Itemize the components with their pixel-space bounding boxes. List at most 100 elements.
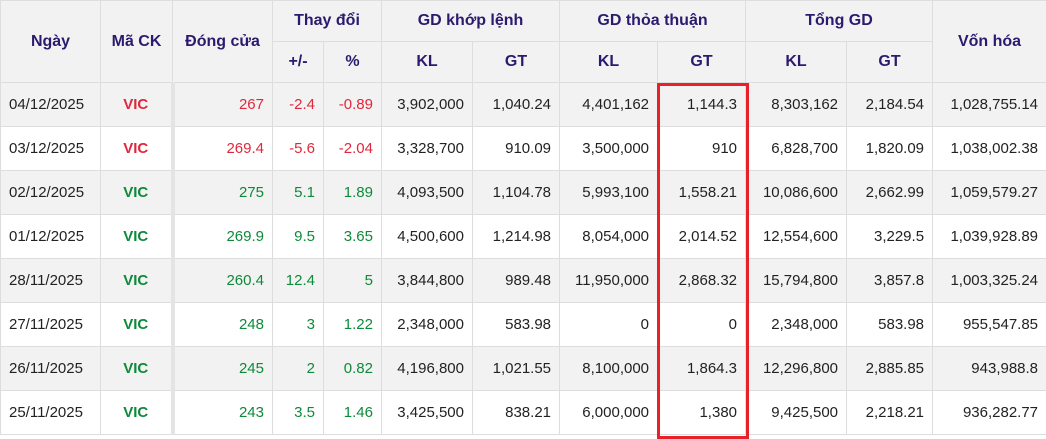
negotiated-kl-cell: 0	[560, 303, 658, 347]
negotiated-kl-cell: 3,500,000	[560, 127, 658, 171]
close-cell: 245	[173, 347, 273, 391]
header-negotiated-kl[interactable]: KL	[560, 42, 658, 83]
negotiated-gt-cell: 910	[658, 127, 746, 171]
change-cell: -2.4	[273, 83, 324, 127]
change-cell: 5.1	[273, 171, 324, 215]
symbol-cell[interactable]: VIC	[101, 127, 173, 171]
negotiated-kl-cell: 8,054,000	[560, 215, 658, 259]
total-kl-cell: 9,425,500	[746, 391, 847, 435]
date-cell: 28/11/2025	[1, 259, 101, 303]
symbol-cell[interactable]: VIC	[101, 303, 173, 347]
negotiated-gt-cell: 1,558.21	[658, 171, 746, 215]
header-negotiated: GD thỏa thuận	[560, 1, 746, 42]
change-pct-cell: 3.65	[324, 215, 382, 259]
header-matched-kl[interactable]: KL	[382, 42, 473, 83]
matched-kl-cell: 4,196,800	[382, 347, 473, 391]
date-cell: 02/12/2025	[1, 171, 101, 215]
symbol-cell[interactable]: VIC	[101, 259, 173, 303]
header-negotiated-gt[interactable]: GT	[658, 42, 746, 83]
header-change-pct[interactable]: %	[324, 42, 382, 83]
total-gt-cell: 583.98	[847, 303, 933, 347]
header-close[interactable]: Đóng cửa	[173, 1, 273, 83]
negotiated-kl-cell: 6,000,000	[560, 391, 658, 435]
negotiated-gt-cell: 0	[658, 303, 746, 347]
change-pct-cell: 0.82	[324, 347, 382, 391]
negotiated-kl-cell: 4,401,162	[560, 83, 658, 127]
market-cap-cell: 955,547.85	[933, 303, 1046, 347]
matched-gt-cell: 989.48	[473, 259, 560, 303]
matched-gt-cell: 1,214.98	[473, 215, 560, 259]
header-matched: GD khớp lệnh	[382, 1, 560, 42]
symbol-cell[interactable]: VIC	[101, 215, 173, 259]
total-kl-cell: 2,348,000	[746, 303, 847, 347]
symbol-cell[interactable]: VIC	[101, 83, 173, 127]
change-cell: 2	[273, 347, 324, 391]
close-cell: 269.9	[173, 215, 273, 259]
matched-kl-cell: 4,093,500	[382, 171, 473, 215]
symbol-cell[interactable]: VIC	[101, 347, 173, 391]
matched-kl-cell: 3,902,000	[382, 83, 473, 127]
change-pct-cell: 1.46	[324, 391, 382, 435]
matched-gt-cell: 1,040.24	[473, 83, 560, 127]
close-cell: 248	[173, 303, 273, 347]
change-cell: 3	[273, 303, 324, 347]
date-cell: 26/11/2025	[1, 347, 101, 391]
matched-kl-cell: 4,500,600	[382, 215, 473, 259]
total-gt-cell: 1,820.09	[847, 127, 933, 171]
matched-gt-cell: 583.98	[473, 303, 560, 347]
market-cap-cell: 1,039,928.89	[933, 215, 1046, 259]
matched-gt-cell: 838.21	[473, 391, 560, 435]
header-symbol[interactable]: Mã CK	[101, 1, 173, 83]
market-cap-cell: 936,282.77	[933, 391, 1046, 435]
matched-kl-cell: 3,328,700	[382, 127, 473, 171]
matched-gt-cell: 910.09	[473, 127, 560, 171]
header-total-gt[interactable]: GT	[847, 42, 933, 83]
market-cap-cell: 1,059,579.27	[933, 171, 1046, 215]
negotiated-gt-cell: 2,014.52	[658, 215, 746, 259]
total-kl-cell: 12,296,800	[746, 347, 847, 391]
change-cell: 3.5	[273, 391, 324, 435]
market-cap-cell: 943,988.8	[933, 347, 1046, 391]
date-cell: 27/11/2025	[1, 303, 101, 347]
market-cap-cell: 1,028,755.14	[933, 83, 1046, 127]
negotiated-gt-cell: 1,144.3	[658, 83, 746, 127]
total-gt-cell: 2,885.85	[847, 347, 933, 391]
header-total: Tổng GD	[746, 1, 933, 42]
market-cap-cell: 1,038,002.38	[933, 127, 1046, 171]
negotiated-kl-cell: 11,950,000	[560, 259, 658, 303]
header-change-abs[interactable]: +/-	[273, 42, 324, 83]
negotiated-gt-cell: 1,380	[658, 391, 746, 435]
matched-kl-cell: 3,425,500	[382, 391, 473, 435]
date-cell: 04/12/2025	[1, 83, 101, 127]
change-pct-cell: -2.04	[324, 127, 382, 171]
header-market-cap[interactable]: Vốn hóa	[933, 1, 1046, 83]
close-cell: 243	[173, 391, 273, 435]
symbol-cell[interactable]: VIC	[101, 391, 173, 435]
change-pct-cell: -0.89	[324, 83, 382, 127]
date-cell: 01/12/2025	[1, 215, 101, 259]
negotiated-gt-cell: 2,868.32	[658, 259, 746, 303]
total-kl-cell: 8,303,162	[746, 83, 847, 127]
close-cell: 275	[173, 171, 273, 215]
negotiated-kl-cell: 5,993,100	[560, 171, 658, 215]
header-date[interactable]: Ngày	[1, 1, 101, 83]
negotiated-gt-cell: 1,864.3	[658, 347, 746, 391]
matched-gt-cell: 1,104.78	[473, 171, 560, 215]
header-change: Thay đổi	[273, 1, 382, 42]
header-matched-gt[interactable]: GT	[473, 42, 560, 83]
header-total-kl[interactable]: KL	[746, 42, 847, 83]
total-gt-cell: 3,229.5	[847, 215, 933, 259]
close-cell: 269.4	[173, 127, 273, 171]
total-kl-cell: 15,794,800	[746, 259, 847, 303]
symbol-cell[interactable]: VIC	[101, 171, 173, 215]
matched-gt-cell: 1,021.55	[473, 347, 560, 391]
change-pct-cell: 5	[324, 259, 382, 303]
